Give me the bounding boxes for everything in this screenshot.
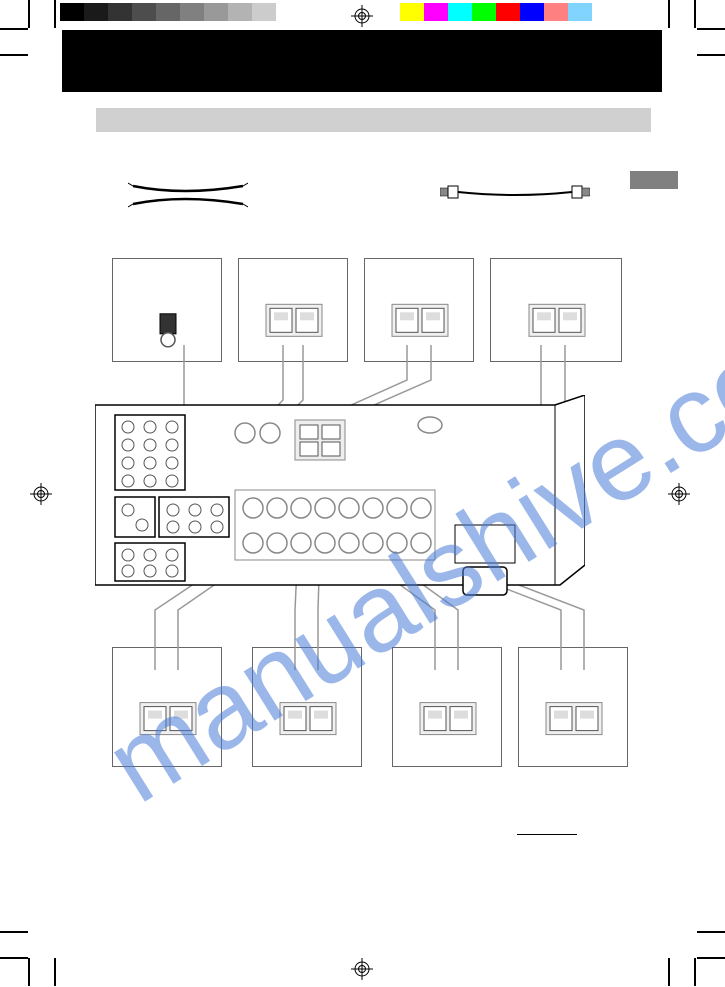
swatch — [496, 3, 520, 21]
swatch — [108, 3, 132, 21]
rca-cable-icon — [440, 180, 590, 209]
surround-back-terminals — [295, 420, 345, 460]
swatch — [84, 3, 108, 21]
speaker-box-top-3 — [490, 258, 622, 362]
swatch — [400, 3, 424, 21]
registration-mark-bottom-icon — [351, 958, 373, 980]
speaker-box-bottom-0 — [112, 647, 222, 767]
section-heading — [96, 108, 651, 132]
swatch — [228, 3, 252, 21]
page-header — [62, 30, 662, 92]
swatch — [276, 3, 300, 21]
speaker-box-bottom-3 — [518, 647, 628, 767]
swatch — [472, 3, 496, 21]
swatch — [180, 3, 204, 21]
color-swatches — [400, 3, 592, 21]
speaker-box-top-0 — [112, 258, 222, 362]
receiver-rear-panel — [95, 395, 585, 600]
bare-wire-icon — [128, 180, 248, 215]
swatch — [252, 3, 276, 21]
swatch — [156, 3, 180, 21]
grayscale-swatches — [60, 3, 300, 21]
swatch — [204, 3, 228, 21]
swatch — [544, 3, 568, 21]
speaker-box-bottom-2 — [392, 647, 502, 767]
footer-rule — [517, 834, 577, 835]
registration-mark-left-icon — [30, 483, 52, 505]
swatch — [60, 3, 84, 21]
swatch — [448, 3, 472, 21]
swatch — [520, 3, 544, 21]
speaker-box-top-2 — [364, 258, 474, 362]
swatch — [424, 3, 448, 21]
registration-mark-right-icon — [668, 483, 690, 505]
side-tab — [630, 171, 678, 189]
swatch — [132, 3, 156, 21]
swatch — [568, 3, 592, 21]
speaker-box-top-1 — [238, 258, 348, 362]
registration-mark-top-icon — [351, 5, 373, 27]
page-root: manualshive.com — [0, 0, 725, 987]
speaker-box-bottom-1 — [252, 647, 362, 767]
